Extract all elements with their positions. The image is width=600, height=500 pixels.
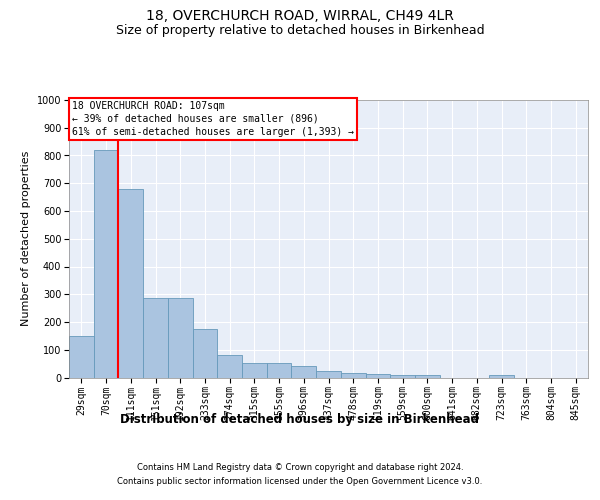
Bar xyxy=(143,298,168,378)
Bar xyxy=(168,298,193,378)
Bar xyxy=(217,356,242,378)
Bar xyxy=(267,363,292,378)
Text: Contains HM Land Registry data © Crown copyright and database right 2024.: Contains HM Land Registry data © Crown c… xyxy=(137,462,463,471)
Y-axis label: Number of detached properties: Number of detached properties xyxy=(22,151,31,326)
Text: Contains public sector information licensed under the Open Government Licence v3: Contains public sector information licen… xyxy=(118,478,482,486)
Bar xyxy=(94,150,118,378)
Bar xyxy=(365,374,390,378)
Bar xyxy=(242,363,267,378)
Bar xyxy=(415,374,440,378)
Bar xyxy=(69,336,94,378)
Text: 18, OVERCHURCH ROAD, WIRRAL, CH49 4LR: 18, OVERCHURCH ROAD, WIRRAL, CH49 4LR xyxy=(146,9,454,23)
Text: 18 OVERCHURCH ROAD: 107sqm
← 39% of detached houses are smaller (896)
61% of sem: 18 OVERCHURCH ROAD: 107sqm ← 39% of deta… xyxy=(71,100,353,137)
Bar xyxy=(193,329,217,378)
Bar xyxy=(316,372,341,378)
Bar xyxy=(292,366,316,378)
Text: Distribution of detached houses by size in Birkenhead: Distribution of detached houses by size … xyxy=(121,412,479,426)
Bar xyxy=(118,189,143,378)
Bar xyxy=(489,374,514,378)
Bar xyxy=(341,374,365,378)
Text: Size of property relative to detached houses in Birkenhead: Size of property relative to detached ho… xyxy=(116,24,484,37)
Bar xyxy=(390,374,415,378)
